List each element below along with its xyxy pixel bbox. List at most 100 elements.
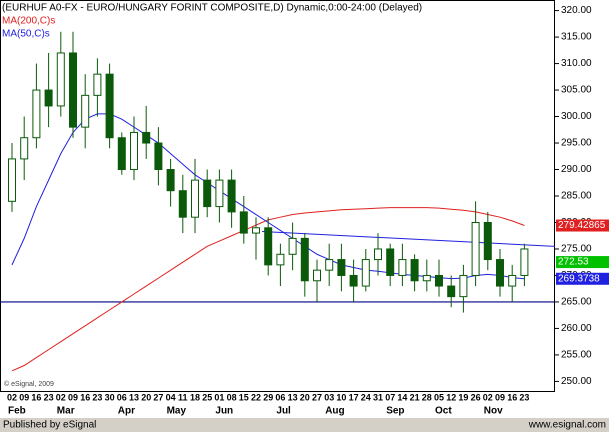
x-tick-label: 06: [117, 392, 127, 402]
x-tick-label: 11: [178, 392, 188, 402]
y-tick-label: 315.00: [561, 32, 592, 43]
y-tick-label: 275.00: [561, 244, 592, 255]
candle-body: [154, 142, 163, 171]
y-tick-label: 260.00: [561, 323, 592, 334]
y-tick-label: 320.00: [561, 5, 592, 16]
candle-body: [215, 179, 224, 208]
x-tick-label: 14: [397, 392, 407, 402]
x-tick-label: 01: [214, 392, 224, 402]
x-tick-label: 23: [44, 392, 54, 402]
x-tick-label: 09: [68, 392, 78, 402]
candle-body: [520, 248, 529, 276]
price-label: 279.42865: [558, 220, 606, 231]
candle-body: [81, 94, 90, 128]
y-tick-label: 300.00: [561, 111, 592, 122]
candle-body: [447, 285, 456, 298]
x-tick-label: 02: [483, 392, 493, 402]
x-tick-label: 12: [446, 392, 456, 402]
candle-body: [471, 221, 480, 276]
x-tick-label: 21: [410, 392, 420, 402]
candle-body: [117, 137, 126, 171]
x-tick-label: 27: [312, 392, 322, 402]
candle-body: [32, 89, 41, 139]
candle-body: [374, 248, 382, 261]
x-tick-label: 10: [336, 392, 346, 402]
candle-body: [142, 131, 151, 144]
x-tick-label: 27: [153, 392, 163, 402]
candle-body: [20, 137, 29, 160]
x-tick-label: 25: [202, 392, 212, 402]
candle-body: [422, 274, 431, 282]
candle-body: [191, 179, 199, 218]
price-box: [556, 219, 609, 232]
x-tick-label: 16: [80, 392, 90, 402]
candle-body: [166, 169, 175, 192]
x-tick-label: 18: [190, 392, 200, 402]
month-label: Feb: [8, 406, 26, 417]
month-label: May: [167, 406, 187, 417]
candle-body: [300, 237, 309, 282]
footer-bar: [0, 418, 609, 432]
x-tick-label: 04: [166, 392, 176, 402]
x-tick-label: 22: [251, 392, 261, 402]
x-tick-label: 06: [275, 392, 285, 402]
y-tick-label: 285.00: [561, 191, 592, 202]
x-tick-label: 23: [519, 392, 529, 402]
x-tick-label: 24: [361, 392, 371, 402]
month-label: Sep: [386, 406, 404, 417]
x-tick-label: 19: [458, 392, 468, 402]
price-box: [556, 256, 609, 269]
x-tick-label: 09: [495, 392, 505, 402]
x-tick-label: 02: [7, 392, 17, 402]
x-tick-label: 26: [471, 392, 481, 402]
x-tick-label: 16: [31, 392, 41, 402]
month-label: Nov: [484, 406, 503, 417]
candle-body: [410, 259, 419, 282]
x-tick-label: 20: [141, 392, 151, 402]
y-tick-label: 250.00: [561, 376, 592, 387]
candle-body: [459, 274, 468, 298]
y-tick-label: 265.00: [561, 297, 592, 308]
x-tick-label: 09: [19, 392, 29, 402]
candle-body: [178, 190, 187, 218]
footer-right: www.esignal.com: [528, 420, 606, 431]
x-tick-label: 13: [288, 392, 298, 402]
candle-body: [313, 269, 321, 282]
x-tick-label: 28: [422, 392, 432, 402]
candle-body: [239, 211, 248, 234]
y-tick-label: 310.00: [561, 58, 592, 69]
legend-entry: MA(50,C)s: [2, 29, 50, 40]
x-tick-label: 20: [300, 392, 310, 402]
footer-left: Published by eSignal: [3, 420, 96, 431]
candle-body: [508, 274, 517, 287]
x-tick-label: 16: [507, 392, 517, 402]
y-tick-label: 290.00: [561, 164, 592, 175]
candle-body: [56, 52, 65, 107]
candle-body: [203, 179, 212, 208]
legend-entry: MA(200,C)s: [2, 16, 55, 27]
x-tick-label: 23: [92, 392, 102, 402]
price-box: [556, 272, 609, 285]
candle-body: [435, 274, 443, 287]
month-label: Jun: [215, 406, 233, 417]
candle-body: [93, 73, 102, 96]
y-tick-label: 305.00: [561, 85, 592, 96]
candle-body: [130, 131, 138, 171]
candle-body: [337, 259, 346, 276]
x-tick-label: 29: [263, 392, 273, 402]
candle-body: [398, 259, 407, 276]
x-tick-label: 02: [56, 392, 66, 402]
candle-body: [386, 248, 395, 276]
candle-body: [227, 179, 236, 213]
x-tick-label: 31: [373, 392, 383, 402]
y-tick-label: 295.00: [561, 138, 592, 149]
x-tick-label: 05: [434, 392, 444, 402]
candle-body: [276, 253, 285, 266]
month-label: Jul: [276, 406, 291, 417]
candle-body: [8, 158, 16, 202]
plot-frame: [0, 0, 555, 392]
month-label: Apr: [118, 406, 135, 417]
chart-title: (EURHUF A0-FX - EURO/HUNGARY FORINT COMP…: [2, 3, 422, 14]
